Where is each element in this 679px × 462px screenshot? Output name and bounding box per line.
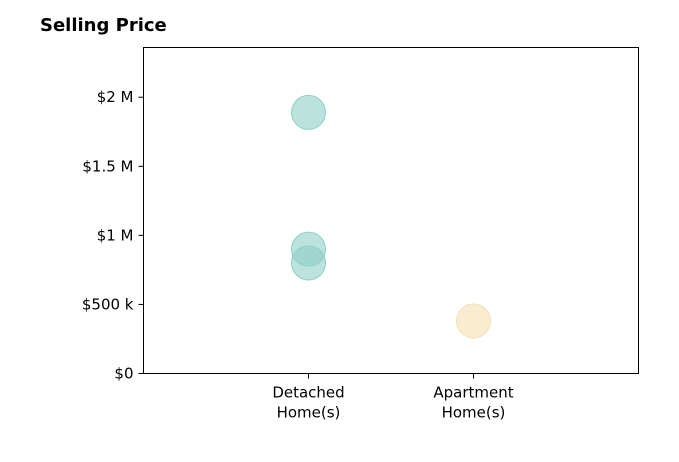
data-point [291,245,326,281]
data-point [456,303,491,339]
y-tick-label: $2 M [97,88,134,106]
y-tick-label: $1 M [97,226,134,244]
x-tick-label: Apartment [433,384,513,402]
data-points [291,94,491,339]
data-point [291,94,326,130]
x-axis: Detached Home(s) Apartment Home(s) [272,373,514,422]
plot-frame [143,47,639,374]
y-axis: $0 $500 k $1 M $1.5 M $2 M [82,88,144,383]
x-tick-label: Home(s) [442,404,506,422]
chart-title: Selling Price [40,15,167,36]
y-tick-label: $500 k [82,295,134,313]
x-tick-label: Home(s) [277,404,341,422]
y-tick-label: $0 [114,365,133,383]
x-tick-label: Detached [272,384,344,402]
y-tick-label: $1.5 M [82,157,133,175]
